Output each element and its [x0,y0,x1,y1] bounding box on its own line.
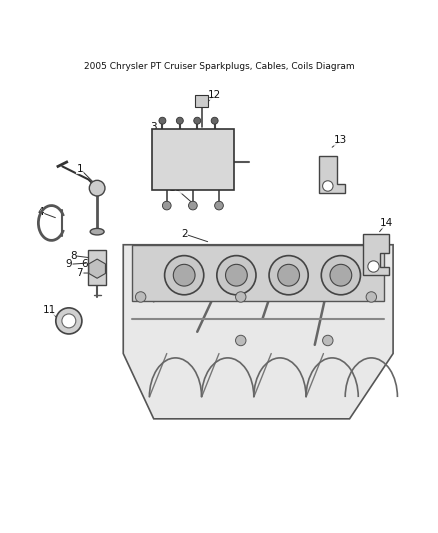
Circle shape [177,117,184,124]
Circle shape [368,261,379,272]
Circle shape [330,264,352,286]
Circle shape [217,256,256,295]
Circle shape [211,117,218,124]
Text: 7: 7 [76,268,83,278]
Circle shape [366,292,377,302]
Circle shape [188,201,197,210]
Text: 1: 1 [76,164,83,174]
Circle shape [215,201,223,210]
Circle shape [194,117,201,124]
Circle shape [159,117,166,124]
FancyBboxPatch shape [88,251,106,285]
Text: 6: 6 [81,260,88,269]
Text: 4: 4 [37,207,44,217]
Circle shape [162,201,171,210]
Text: 10: 10 [169,183,182,193]
Ellipse shape [90,229,104,235]
Text: 3: 3 [150,122,157,132]
Circle shape [173,264,195,286]
Circle shape [62,314,76,328]
Circle shape [278,264,300,286]
Text: 2005 Chrysler PT Cruiser Sparkplugs, Cables, Coils Diagram: 2005 Chrysler PT Cruiser Sparkplugs, Cab… [84,62,354,71]
Text: 9: 9 [66,260,72,269]
Circle shape [236,292,246,302]
FancyBboxPatch shape [195,95,208,107]
Circle shape [322,181,333,191]
Polygon shape [89,259,106,278]
Circle shape [322,335,333,346]
Polygon shape [123,245,393,419]
Text: 2: 2 [181,229,187,239]
Polygon shape [132,245,385,301]
Text: 5: 5 [89,251,96,261]
Circle shape [135,292,146,302]
Polygon shape [319,156,345,192]
Circle shape [56,308,82,334]
FancyBboxPatch shape [152,130,234,190]
Text: 11: 11 [42,305,56,315]
Circle shape [236,335,246,346]
Circle shape [269,256,308,295]
Polygon shape [363,234,389,275]
Text: 14: 14 [380,218,393,228]
Text: 8: 8 [70,251,77,261]
Circle shape [89,180,105,196]
Text: 13: 13 [334,135,347,146]
Circle shape [321,256,360,295]
Text: 12: 12 [208,90,221,100]
Circle shape [226,264,247,286]
Circle shape [165,256,204,295]
